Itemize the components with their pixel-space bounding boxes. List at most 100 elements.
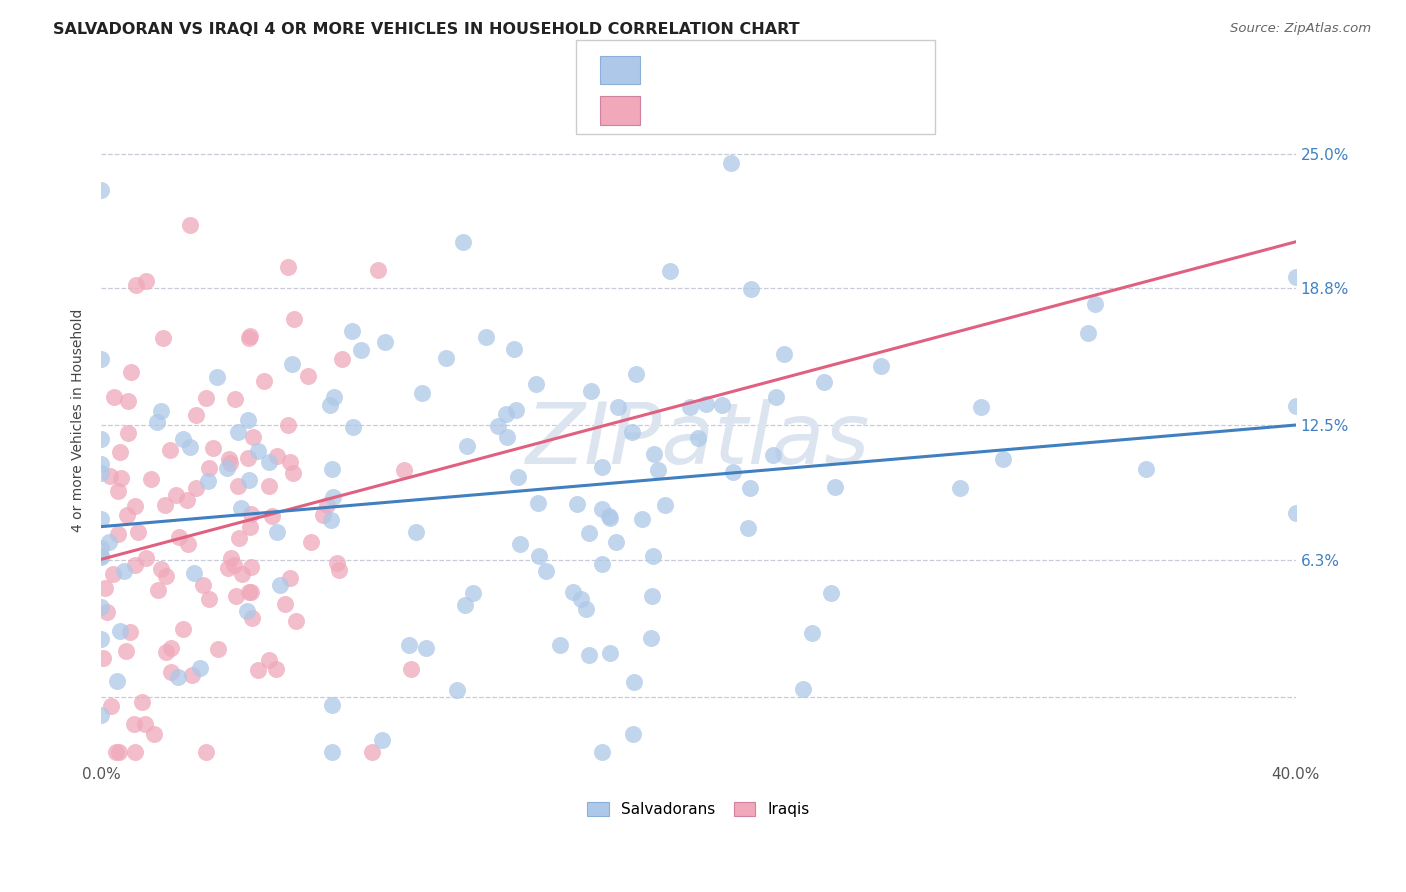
Salvadorans (97, 535, 120, 549)
Text: N =: N = (762, 62, 796, 78)
Salvadorans (526, 496, 548, 510)
Iraqis (101, 567, 124, 582)
Iraqis (117, 394, 139, 409)
Iraqis (131, 696, 153, 710)
Iraqis (124, 745, 146, 759)
Iraqis (392, 463, 415, 477)
Iraqis (239, 507, 262, 521)
Salvadorans (605, 535, 627, 549)
Iraqis (120, 365, 142, 379)
Salvadorans (607, 400, 630, 414)
Salvadorans (236, 413, 259, 427)
Iraqis (325, 556, 347, 570)
Salvadorans (820, 586, 842, 600)
Salvadorans (342, 420, 364, 434)
Salvadorans (90, 432, 112, 446)
Salvadorans (1077, 326, 1099, 341)
Salvadorans (146, 415, 169, 429)
Salvadorans (172, 432, 194, 446)
Salvadorans (373, 335, 395, 350)
Iraqis (191, 578, 214, 592)
Salvadorans (90, 549, 112, 564)
Iraqis (259, 653, 281, 667)
Iraqis (107, 527, 129, 541)
Salvadorans (197, 474, 219, 488)
Salvadorans (238, 473, 260, 487)
Iraqis (207, 641, 229, 656)
Salvadorans (591, 502, 613, 516)
Iraqis (266, 449, 288, 463)
Iraqis (142, 727, 165, 741)
Iraqis (124, 499, 146, 513)
Salvadorans (658, 264, 681, 278)
Salvadorans (217, 460, 239, 475)
Iraqis (120, 625, 142, 640)
Iraqis (297, 369, 319, 384)
Iraqis (152, 331, 174, 345)
Salvadorans (486, 419, 509, 434)
Salvadorans (569, 592, 592, 607)
Salvadorans (188, 661, 211, 675)
Salvadorans (398, 638, 420, 652)
Salvadorans (456, 439, 478, 453)
Iraqis (217, 560, 239, 574)
Salvadorans (578, 648, 600, 662)
Salvadorans (90, 632, 112, 647)
Salvadorans (321, 461, 343, 475)
Salvadorans (167, 670, 190, 684)
Salvadorans (90, 351, 112, 366)
Salvadorans (591, 745, 613, 759)
Iraqis (127, 525, 149, 540)
Salvadorans (90, 511, 112, 525)
Salvadorans (340, 324, 363, 338)
Salvadorans (105, 673, 128, 688)
Iraqis (195, 391, 218, 405)
Salvadorans (321, 698, 343, 713)
Iraqis (117, 425, 139, 440)
Iraqis (149, 562, 172, 576)
Iraqis (186, 482, 208, 496)
Salvadorans (411, 385, 433, 400)
Iraqis (367, 262, 389, 277)
Salvadorans (737, 521, 759, 535)
Salvadorans (281, 357, 304, 371)
Iraqis (135, 551, 157, 566)
Iraqis (117, 508, 139, 522)
Salvadorans (1084, 296, 1107, 310)
Iraqis (239, 520, 262, 534)
Iraqis (228, 531, 250, 545)
Salvadorans (565, 497, 588, 511)
Salvadorans (599, 510, 621, 524)
Salvadorans (1284, 506, 1306, 520)
Salvadorans (236, 604, 259, 618)
Salvadorans (505, 402, 527, 417)
Text: 0.220: 0.220 (693, 62, 741, 78)
Salvadorans (695, 396, 717, 410)
Salvadorans (509, 537, 531, 551)
Iraqis (153, 498, 176, 512)
Iraqis (179, 219, 201, 233)
Salvadorans (591, 459, 613, 474)
Iraqis (125, 278, 148, 293)
Iraqis (316, 498, 339, 512)
Salvadorans (495, 407, 517, 421)
Iraqis (224, 392, 246, 407)
Salvadorans (405, 525, 427, 540)
Text: 102: 102 (801, 103, 834, 119)
Salvadorans (993, 451, 1015, 466)
Iraqis (246, 663, 269, 677)
Iraqis (238, 331, 260, 345)
Iraqis (91, 651, 114, 665)
Iraqis (278, 571, 301, 585)
Salvadorans (534, 564, 557, 578)
Salvadorans (623, 675, 645, 690)
Salvadorans (970, 400, 993, 414)
Iraqis (218, 452, 240, 467)
Salvadorans (524, 376, 547, 391)
Salvadorans (150, 404, 173, 418)
Salvadorans (266, 524, 288, 539)
Salvadorans (446, 682, 468, 697)
Salvadorans (226, 425, 249, 439)
Salvadorans (114, 564, 136, 578)
Salvadorans (870, 359, 893, 373)
